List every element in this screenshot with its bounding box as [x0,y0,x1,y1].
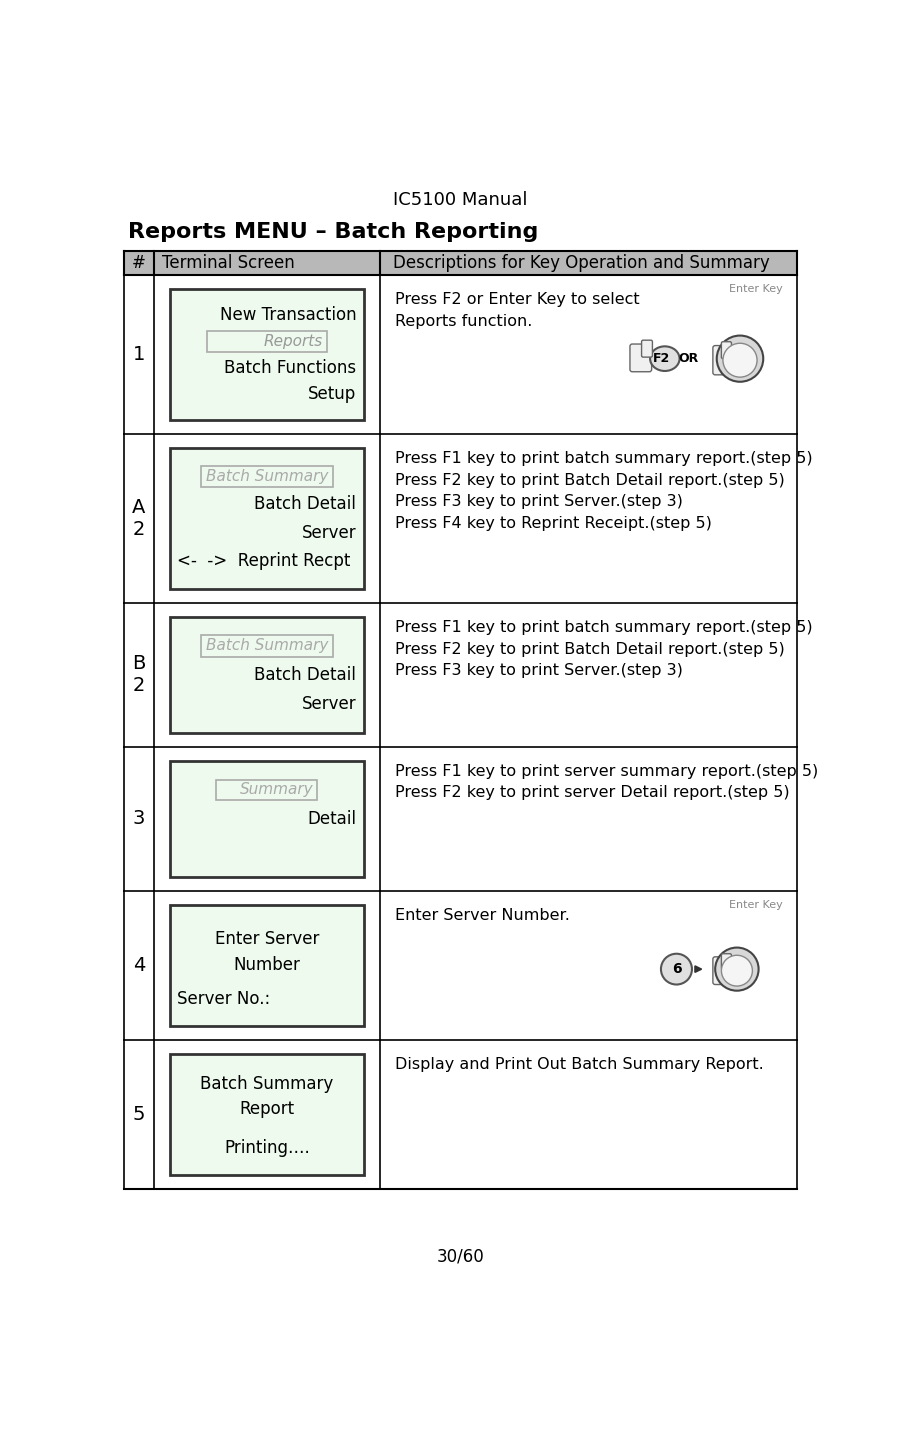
Text: Press F1 key to print batch summary report.(step 5)
Press F2 key to print Batch : Press F1 key to print batch summary repo… [395,620,813,678]
Text: Setup: Setup [308,385,357,403]
Text: Press F1 key to print server summary report.(step 5)
Press F2 key to print serve: Press F1 key to print server summary rep… [395,765,818,801]
Bar [170,905,364,1025]
Text: Batch Summary: Batch Summary [200,1074,333,1093]
Text: Server: Server [302,695,357,712]
Text: Number: Number [233,956,300,975]
Text: Enter Key: Enter Key [729,899,783,909]
Bar [124,251,797,275]
Circle shape [715,947,759,990]
FancyBboxPatch shape [713,346,733,375]
Circle shape [661,954,692,985]
Bar [170,760,364,877]
FancyBboxPatch shape [713,957,733,985]
Text: Reports MENU – Batch Reporting: Reports MENU – Batch Reporting [128,222,538,242]
FancyBboxPatch shape [721,342,732,359]
FancyBboxPatch shape [641,340,653,358]
Text: Enter Key: Enter Key [729,284,783,294]
Text: 30/60: 30/60 [436,1247,484,1266]
Text: 5: 5 [133,1105,145,1124]
Text: Batch Detail: Batch Detail [254,666,357,683]
Text: #: # [132,253,146,272]
Text: New Transaction: New Transaction [220,307,357,324]
Text: 6: 6 [672,961,682,976]
Text: Server No.:: Server No.: [178,990,270,1008]
Text: Enter Server Number.: Enter Server Number. [395,908,570,922]
Text: Descriptions for Key Operation and Summary: Descriptions for Key Operation and Summa… [393,253,770,272]
Text: B
2: B 2 [132,654,145,695]
Text: A
2: A 2 [132,498,145,539]
Text: OR: OR [678,352,699,365]
Text: 4: 4 [133,956,145,975]
Text: Terminal Screen: Terminal Screen [162,253,295,272]
Text: <-  ->  Reprint Recpt: <- -> Reprint Recpt [178,552,351,571]
Bar [170,617,364,733]
Text: Summary: Summary [240,782,313,798]
Bar [207,332,327,352]
Text: Printing….: Printing…. [224,1140,310,1157]
Text: Enter Server: Enter Server [215,930,319,947]
Text: Press F2 or Enter Key to select
Reports function.: Press F2 or Enter Key to select Reports … [395,292,639,329]
Text: Display and Print Out Batch Summary Report.: Display and Print Out Batch Summary Repo… [395,1057,764,1072]
Text: Report: Report [239,1100,295,1118]
Ellipse shape [650,346,680,371]
Bar [170,290,364,420]
Text: 1: 1 [133,345,145,365]
Text: Batch Detail: Batch Detail [254,495,357,514]
FancyBboxPatch shape [630,345,652,372]
Text: IC5100 Manual: IC5100 Manual [393,191,527,209]
Text: F2: F2 [653,352,670,365]
Text: Batch Summary: Batch Summary [207,639,329,653]
Text: Server: Server [302,524,357,542]
Text: Detail: Detail [307,809,357,828]
Text: Batch Summary: Batch Summary [207,469,329,484]
Text: 3: 3 [133,809,145,828]
FancyBboxPatch shape [721,954,732,969]
Text: Press F1 key to print batch summary report.(step 5)
Press F2 key to print Batch : Press F1 key to print batch summary repo… [395,452,813,531]
Bar [216,780,317,799]
Bar [170,1054,364,1174]
Bar [170,447,364,589]
Circle shape [717,336,763,382]
Text: Reports: Reports [264,334,323,349]
Text: Batch Functions: Batch Functions [224,359,357,376]
Bar [201,465,332,487]
Bar [201,636,332,656]
Circle shape [723,343,757,376]
Circle shape [721,956,753,986]
